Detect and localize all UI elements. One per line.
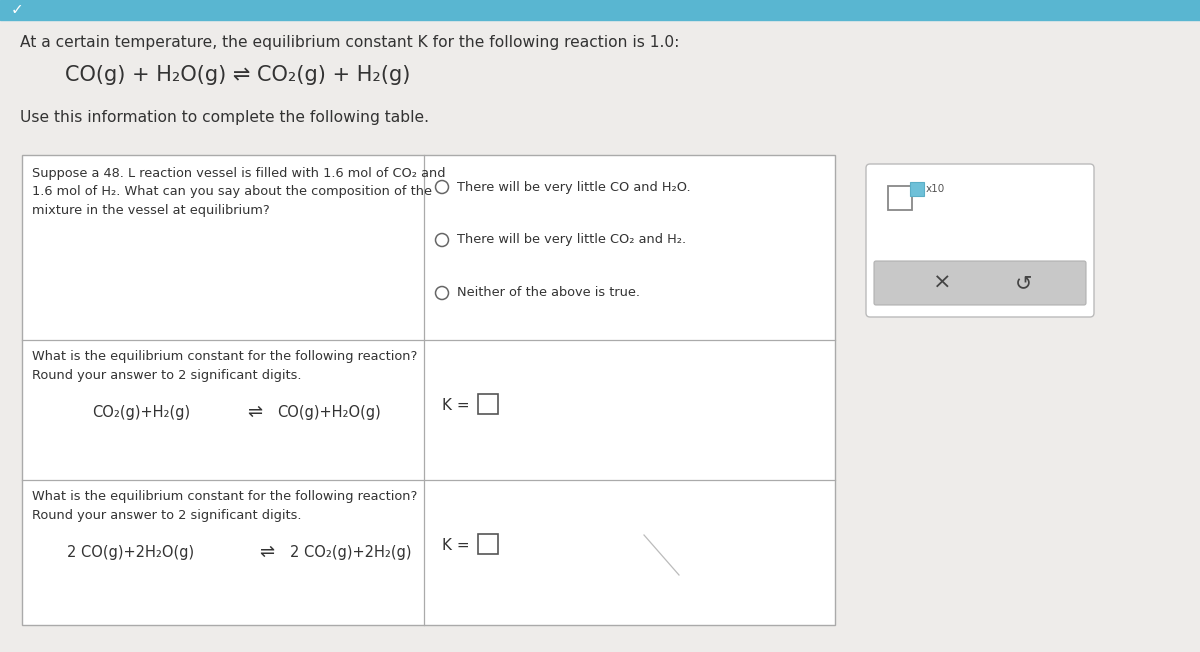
- Text: ↺: ↺: [1015, 273, 1033, 293]
- Text: x10: x10: [926, 184, 946, 194]
- Text: ⇌: ⇌: [247, 403, 262, 421]
- Text: ×: ×: [934, 273, 952, 293]
- Text: At a certain temperature, the equilibrium constant K for the following reaction : At a certain temperature, the equilibriu…: [20, 35, 679, 50]
- Bar: [22, 155, 835, 625]
- Text: ⇌: ⇌: [259, 543, 274, 561]
- Text: CO(g) + H₂O(g) ⇌ CO₂(g) + H₂(g): CO(g) + H₂O(g) ⇌ CO₂(g) + H₂(g): [65, 65, 410, 85]
- Bar: [910, 182, 924, 196]
- Text: K =: K =: [442, 398, 474, 413]
- Text: Use this information to complete the following table.: Use this information to complete the fol…: [20, 110, 430, 125]
- Text: ✓: ✓: [11, 3, 23, 18]
- Text: What is the equilibrium constant for the following reaction?
Round your answer t: What is the equilibrium constant for the…: [32, 490, 418, 522]
- Text: What is the equilibrium constant for the following reaction?
Round your answer t: What is the equilibrium constant for the…: [32, 350, 418, 381]
- Text: 2 CO₂(g)+2H₂(g): 2 CO₂(g)+2H₂(g): [290, 544, 412, 559]
- FancyBboxPatch shape: [874, 261, 1086, 305]
- Bar: [888, 186, 912, 210]
- Text: Neither of the above is true.: Neither of the above is true.: [457, 286, 640, 299]
- Text: CO₂(g)+H₂(g): CO₂(g)+H₂(g): [92, 404, 190, 419]
- Bar: [0, 0, 1200, 20]
- Text: K =: K =: [442, 537, 474, 552]
- Text: There will be very little CO₂ and H₂.: There will be very little CO₂ and H₂.: [457, 233, 686, 246]
- Bar: [478, 534, 498, 554]
- Text: 2 CO(g)+2H₂O(g): 2 CO(g)+2H₂O(g): [67, 544, 194, 559]
- Text: CO(g)+H₂O(g): CO(g)+H₂O(g): [277, 404, 380, 419]
- FancyBboxPatch shape: [866, 164, 1094, 317]
- Text: Suppose a 48. L reaction vessel is filled with 1.6 mol of CO₂ and
1.6 mol of H₂.: Suppose a 48. L reaction vessel is fille…: [32, 167, 445, 217]
- Bar: [478, 394, 498, 414]
- Text: There will be very little CO and H₂O.: There will be very little CO and H₂O.: [457, 181, 691, 194]
